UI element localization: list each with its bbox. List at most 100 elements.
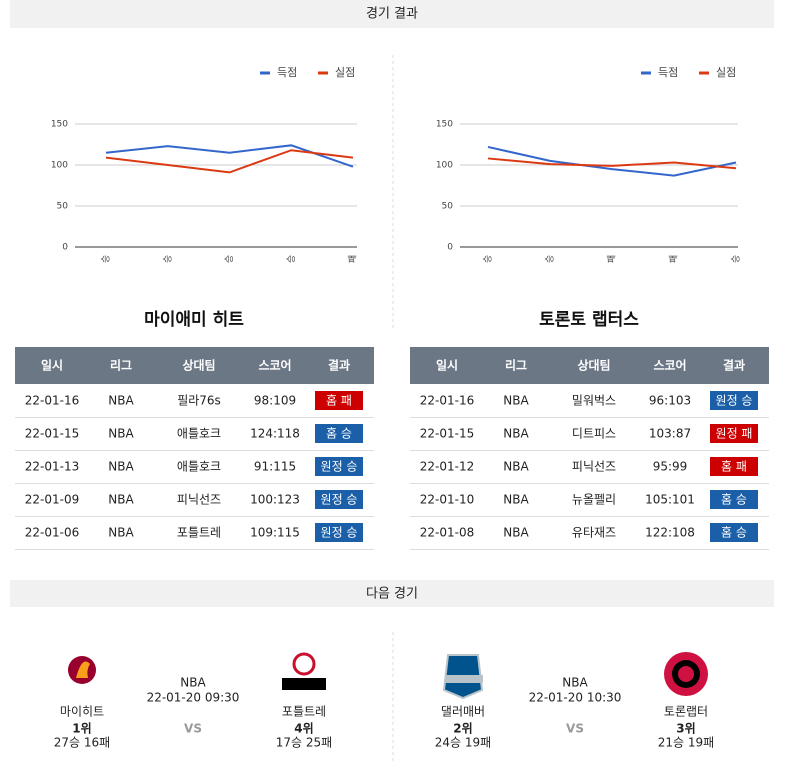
result-badge [315,490,363,509]
rank: 3위 [676,722,695,736]
y-tick-label: 0 [447,243,453,253]
result-label: 원정 승 [716,394,753,408]
cell: NBA [108,526,134,540]
cell: NBA [108,427,134,441]
cell: 뉴올펠리 [572,493,616,507]
cell: NBA [503,460,529,474]
team-name: 토론토 랩터스 [539,310,639,330]
logo [442,654,484,700]
x-tick-label: 패 [348,255,359,263]
table-header [410,347,769,384]
cell: 필라76s [177,394,221,408]
series-line [487,145,737,177]
record: 27승 16패 [54,736,110,750]
cell: 22-01-10 [420,493,474,507]
result-label: 원정 승 [321,493,358,507]
result-badge [710,490,758,509]
cell: 103:87 [649,427,691,441]
x-tick-label: 승 [162,255,173,263]
x-tick-label: 승 [731,255,742,263]
cell: 95:99 [653,460,688,474]
cell: 100:123 [250,493,300,507]
result-label: 원정 승 [321,526,358,540]
result-badge [315,523,363,542]
result-badge [710,424,758,443]
cell: NBA [503,394,529,408]
section-bar [10,0,774,28]
result-label: 홈 승 [326,427,352,441]
section-title: 경기 결과 [366,7,418,22]
datetime: 22-01-20 09:30 [147,691,240,705]
rank: 1위 [72,722,91,736]
series-line [105,144,354,168]
cell: 22-01-15 [25,427,79,441]
column-header: 스코어 [258,358,291,373]
column-header: 리그 [110,358,132,373]
cell: NBA [108,394,134,408]
team-name: 마이애미 히트 [144,310,244,330]
legend-label: 득점 [277,66,297,79]
logo [68,656,96,684]
team-short: 마이히트 [60,705,104,719]
section-title: 다음 경기 [366,587,418,602]
record: 24승 19패 [435,736,491,750]
cell: 22-01-13 [25,460,79,474]
x-tick-label: 패 [669,255,680,263]
cell: 22-01-08 [420,526,474,540]
result-label: 원정 승 [321,460,358,474]
cell: 105:101 [645,493,695,507]
league: NBA [180,676,206,690]
logo [282,652,326,690]
column-header: 결과 [328,358,350,373]
record: 17승 25패 [276,736,332,750]
cell: 98:109 [254,394,296,408]
cell: 포틀트레 [177,526,221,540]
cell: 22-01-15 [420,427,474,441]
result-badge [315,391,363,410]
column-header: 스코어 [653,358,686,373]
cell: 22-01-16 [420,394,474,408]
cell: 피닉선즈 [177,493,221,507]
cell: 22-01-16 [25,394,79,408]
cell: NBA [503,427,529,441]
result-label: 홈 패 [326,394,352,408]
result-label: 홈 패 [721,460,747,474]
cell: 피닉선즈 [572,460,616,474]
x-tick-label: 승 [101,255,112,263]
series-line [105,149,354,174]
logo [664,652,708,696]
column-header: 상대팀 [577,358,610,373]
cell: 22-01-09 [25,493,79,507]
column-header: 리그 [505,358,527,373]
cell: 91:115 [254,460,296,474]
result-badge [315,424,363,443]
cell: 22-01-06 [25,526,79,540]
legend-label: 실점 [716,66,736,79]
result-label: 홈 승 [721,526,747,540]
cell: 22-01-12 [420,460,474,474]
cell: 디트피스 [572,427,616,441]
column-header: 일시 [436,359,458,373]
x-tick-label: 승 [286,255,297,263]
rank: 4위 [294,722,313,736]
team-short: 포틀트레 [282,705,326,719]
cell: 122:108 [645,526,695,540]
league: NBA [562,676,588,690]
cell: 109:115 [250,526,300,540]
legend-label: 실점 [335,66,355,79]
datetime: 22-01-20 10:30 [529,691,622,705]
y-tick-label: 50 [442,202,454,212]
legend-label: 득점 [658,66,678,79]
result-label: 홈 승 [721,493,747,507]
x-tick-label: 승 [545,255,556,263]
y-tick-label: 150 [436,120,453,130]
team-short: 토론랩터 [664,705,708,719]
x-tick-label: 패 [607,255,618,263]
rank: 2위 [453,722,472,736]
cell: NBA [503,526,529,540]
y-tick-label: 0 [62,243,68,253]
x-tick-label: 승 [224,255,235,263]
cell: NBA [108,460,134,474]
cell: NBA [108,493,134,507]
